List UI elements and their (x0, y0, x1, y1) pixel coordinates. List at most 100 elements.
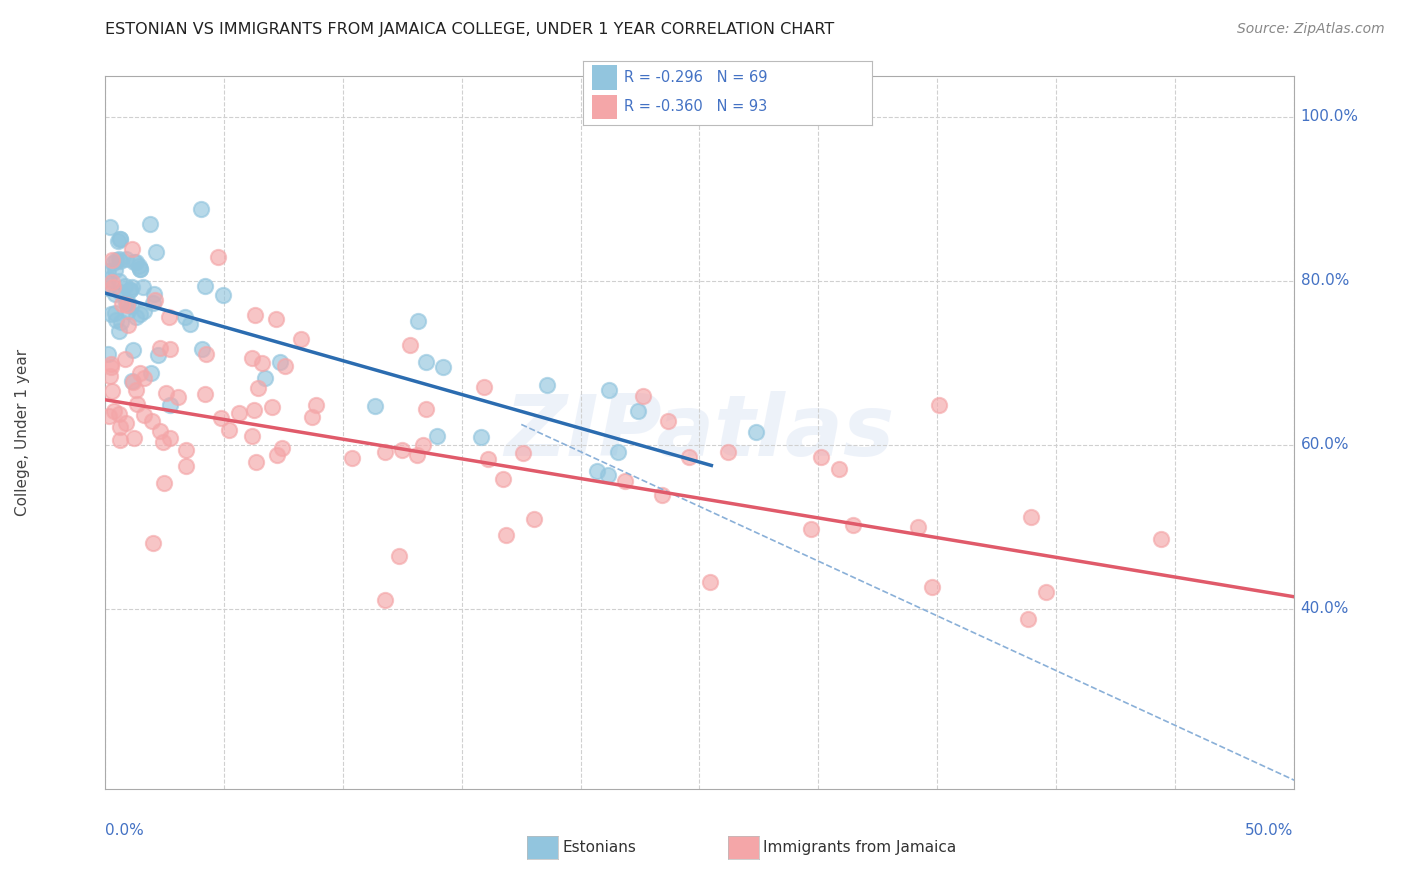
Point (120, 299, 142, 313)
Point (100, 308, 122, 322)
Point (598, 383, 620, 397)
Point (128, 259, 150, 273)
Point (412, 438, 434, 452)
Point (117, 318, 139, 333)
Text: Source: ZipAtlas.com: Source: ZipAtlas.com (1237, 22, 1385, 37)
Point (125, 310, 148, 324)
Point (98, 409, 121, 424)
Point (111, 297, 134, 311)
FancyBboxPatch shape (592, 95, 617, 120)
Point (266, 448, 288, 462)
Point (262, 401, 284, 415)
Point (110, 315, 132, 329)
Point (472, 380, 495, 394)
Point (132, 304, 155, 318)
Point (426, 429, 449, 443)
Point (132, 280, 155, 294)
Point (290, 332, 312, 346)
Point (252, 356, 274, 370)
Point (120, 283, 142, 297)
Point (124, 384, 146, 398)
Point (104, 306, 127, 320)
Point (174, 458, 197, 473)
Point (104, 286, 127, 301)
Point (305, 398, 328, 412)
Point (842, 517, 865, 532)
Point (108, 232, 131, 246)
Point (159, 342, 181, 356)
Point (139, 366, 162, 380)
Point (495, 528, 517, 542)
Point (103, 403, 125, 417)
Point (614, 475, 637, 489)
Point (128, 262, 150, 277)
Point (98, 368, 121, 383)
Point (108, 231, 131, 245)
Point (108, 252, 131, 266)
Point (415, 354, 437, 368)
Point (228, 406, 250, 420)
Text: 100.0%: 100.0% (1301, 110, 1358, 124)
Point (120, 283, 142, 297)
Point (207, 250, 229, 264)
Point (105, 252, 128, 267)
Point (149, 424, 172, 438)
Point (100, 357, 122, 371)
Text: 60.0%: 60.0% (1301, 437, 1348, 452)
Point (103, 280, 125, 294)
Point (101, 275, 124, 289)
Point (155, 385, 177, 400)
Point (270, 441, 292, 455)
Point (98, 220, 121, 235)
Point (107, 235, 129, 249)
Point (301, 410, 323, 425)
Point (105, 313, 128, 327)
Point (699, 574, 721, 589)
Point (97, 281, 120, 295)
Point (134, 408, 156, 422)
Point (100, 359, 122, 374)
Point (633, 389, 655, 403)
Point (242, 402, 264, 417)
Point (512, 446, 534, 460)
Point (114, 278, 136, 293)
Point (121, 375, 143, 389)
Point (174, 442, 197, 457)
Point (194, 387, 217, 401)
Text: ESTONIAN VS IMMIGRANTS FROM JAMAICA COLLEGE, UNDER 1 YEAR CORRELATION CHART: ESTONIAN VS IMMIGRANTS FROM JAMAICA COLL… (105, 22, 835, 37)
Point (406, 448, 429, 462)
Point (142, 295, 165, 310)
Point (651, 488, 673, 502)
Text: Immigrants from Jamaica: Immigrants from Jamaica (763, 840, 956, 855)
Point (121, 242, 143, 256)
Point (146, 348, 169, 362)
Point (212, 288, 235, 302)
Point (1150, 533, 1173, 547)
Point (179, 318, 201, 332)
Point (432, 359, 454, 374)
Point (157, 310, 180, 324)
Point (470, 430, 492, 444)
Point (374, 445, 396, 459)
Text: College, Under 1 year: College, Under 1 year (15, 349, 30, 516)
Point (247, 381, 270, 395)
Point (190, 202, 212, 217)
Point (627, 403, 650, 417)
Text: ZIPatlas: ZIPatlas (505, 391, 894, 475)
Point (104, 263, 127, 277)
Point (408, 314, 430, 328)
Point (101, 256, 124, 270)
FancyBboxPatch shape (592, 65, 617, 89)
Point (101, 384, 124, 399)
Point (139, 217, 162, 231)
Point (114, 416, 136, 430)
Point (125, 255, 148, 269)
Point (492, 472, 515, 486)
Point (907, 520, 929, 534)
Point (143, 293, 166, 307)
Point (657, 413, 679, 427)
Point (159, 431, 181, 445)
Point (108, 433, 131, 447)
Point (108, 420, 131, 434)
Point (1035, 584, 1057, 599)
